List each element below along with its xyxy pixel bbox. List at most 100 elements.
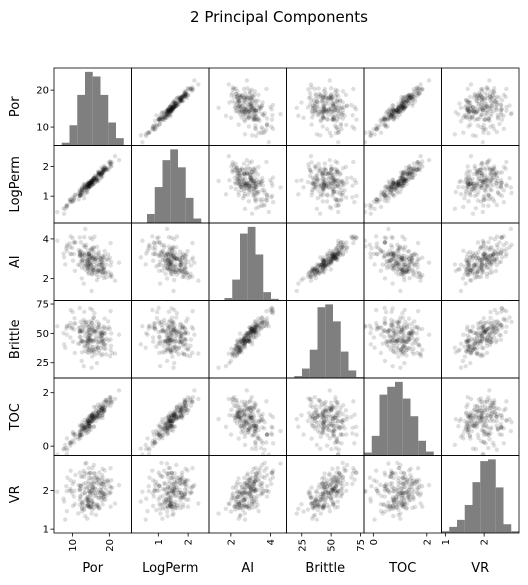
point-logperm-por-31 xyxy=(101,170,106,175)
point-ai-logperm-82 xyxy=(157,253,163,258)
point-ai-logperm-152 xyxy=(169,256,174,261)
point-por-vr-143 xyxy=(485,103,490,109)
point-por-logperm-89 xyxy=(172,104,177,109)
point-ai-vr-172 xyxy=(464,254,470,260)
point-por-brittle-17 xyxy=(319,111,325,116)
point-por-logperm-30 xyxy=(160,117,166,122)
point-por-vr-85 xyxy=(480,108,486,113)
point-ai-vr-173 xyxy=(497,240,502,245)
point-toc-brittle-28 xyxy=(334,400,339,406)
point-toc-ai-168 xyxy=(241,424,247,429)
point-brittle-toc-139 xyxy=(382,358,388,364)
point-logperm-vr-24 xyxy=(470,181,476,187)
point-logperm-brittle-42 xyxy=(335,160,340,165)
point-brittle-vr-93 xyxy=(483,320,488,326)
point-logperm-ai-17 xyxy=(242,184,247,189)
point-brittle-ai-183 xyxy=(245,334,250,339)
point-ai-brittle-38 xyxy=(305,272,311,277)
point-logperm-ai-41 xyxy=(264,195,270,200)
point-toc-ai-118 xyxy=(242,407,247,413)
point-brittle-toc-155 xyxy=(364,324,368,329)
point-toc-ai-60 xyxy=(237,424,243,429)
point-por-brittle-136 xyxy=(332,105,338,111)
point-ai-vr-156 xyxy=(472,276,477,281)
point-brittle-por-143 xyxy=(91,338,96,343)
hist-bar-por-8 xyxy=(116,138,124,146)
point-brittle-logperm-180 xyxy=(171,325,176,330)
point-ai-toc-174 xyxy=(386,264,392,269)
point-ai-toc-132 xyxy=(407,259,412,265)
point-brittle-vr-187 xyxy=(479,345,485,350)
point-logperm-toc-94 xyxy=(389,185,395,191)
cell-marks xyxy=(452,388,514,456)
point-brittle-vr-54 xyxy=(469,349,474,354)
point-ai-toc-156 xyxy=(407,276,412,281)
point-logperm-brittle-72 xyxy=(331,175,336,180)
point-toc-vr-9 xyxy=(474,403,480,409)
point-ai-brittle-196 xyxy=(329,258,334,264)
point-toc-por-45 xyxy=(94,408,99,413)
point-ai-brittle-171 xyxy=(332,255,338,261)
point-toc-por-77 xyxy=(78,427,84,433)
point-ai-brittle-188 xyxy=(352,237,357,242)
hist-bar-brittle-3 xyxy=(309,349,318,378)
point-logperm-por-88 xyxy=(100,169,105,175)
point-logperm-ai-153 xyxy=(255,191,260,196)
point-brittle-vr-194 xyxy=(485,326,490,331)
point-ai-por-138 xyxy=(106,269,111,275)
point-por-ai-122 xyxy=(237,93,243,98)
point-brittle-vr-99 xyxy=(468,329,473,334)
point-toc-logperm-112 xyxy=(182,403,188,409)
point-toc-por-83 xyxy=(108,403,113,408)
point-ai-logperm-99 xyxy=(168,254,174,260)
point-brittle-logperm-77 xyxy=(160,328,165,333)
point-logperm-ai-69 xyxy=(246,199,252,204)
point-toc-logperm-43 xyxy=(173,408,179,414)
point-toc-brittle-126 xyxy=(330,406,335,411)
point-toc-ai-157 xyxy=(264,432,270,437)
point-por-brittle-115 xyxy=(313,100,318,106)
point-brittle-vr-47 xyxy=(470,347,476,353)
point-brittle-logperm-127 xyxy=(168,327,173,333)
point-brittle-toc-100 xyxy=(401,339,406,344)
point-brittle-ai-116 xyxy=(260,321,265,326)
point-ai-vr-35 xyxy=(468,277,473,283)
point-brittle-ai-0 xyxy=(245,331,251,336)
point-por-ai-198 xyxy=(260,112,266,117)
point-por-brittle-36 xyxy=(320,109,326,115)
point-ai-brittle-22 xyxy=(318,262,324,268)
point-ai-por-129 xyxy=(77,251,82,256)
point-toc-ai-186 xyxy=(233,416,238,421)
point-por-toc-170 xyxy=(415,91,420,96)
point-logperm-ai-140 xyxy=(236,173,241,178)
point-toc-logperm-16 xyxy=(172,411,178,416)
point-ai-toc-72 xyxy=(410,252,415,258)
point-toc-logperm-96 xyxy=(187,396,193,401)
point-toc-ai-65 xyxy=(270,414,276,420)
point-brittle-toc-154 xyxy=(402,345,408,350)
hist-bar-toc-3 xyxy=(387,386,395,456)
point-logperm-por-64 xyxy=(86,183,91,189)
point-logperm-ai-86 xyxy=(244,185,249,191)
point-brittle-toc-180 xyxy=(401,325,407,330)
point-logperm-vr-164 xyxy=(471,184,477,189)
point-ai-por-62 xyxy=(109,259,114,265)
point-brittle-vr-103 xyxy=(495,319,500,324)
point-toc-ai-162 xyxy=(239,426,245,431)
point-ai-por-25 xyxy=(87,267,92,272)
point-ai-brittle-165 xyxy=(312,266,317,272)
point-ai-por-127 xyxy=(87,252,92,257)
point-por-vr-93 xyxy=(483,127,488,132)
point-ai-toc-6 xyxy=(398,268,403,274)
point-por-toc-118 xyxy=(407,95,412,100)
point-toc-logperm-3 xyxy=(167,419,172,424)
point-toc-vr-60 xyxy=(456,424,461,429)
point-por-toc-154 xyxy=(402,104,408,110)
point-brittle-toc-70 xyxy=(395,320,400,326)
point-brittle-logperm-123 xyxy=(178,333,184,338)
point-logperm-ai-190 xyxy=(269,193,275,199)
point-por-vr-180 xyxy=(488,105,494,110)
point-brittle-ai-107 xyxy=(247,325,252,331)
point-brittle-logperm-40 xyxy=(172,323,177,328)
point-toc-brittle-125 xyxy=(321,419,327,424)
